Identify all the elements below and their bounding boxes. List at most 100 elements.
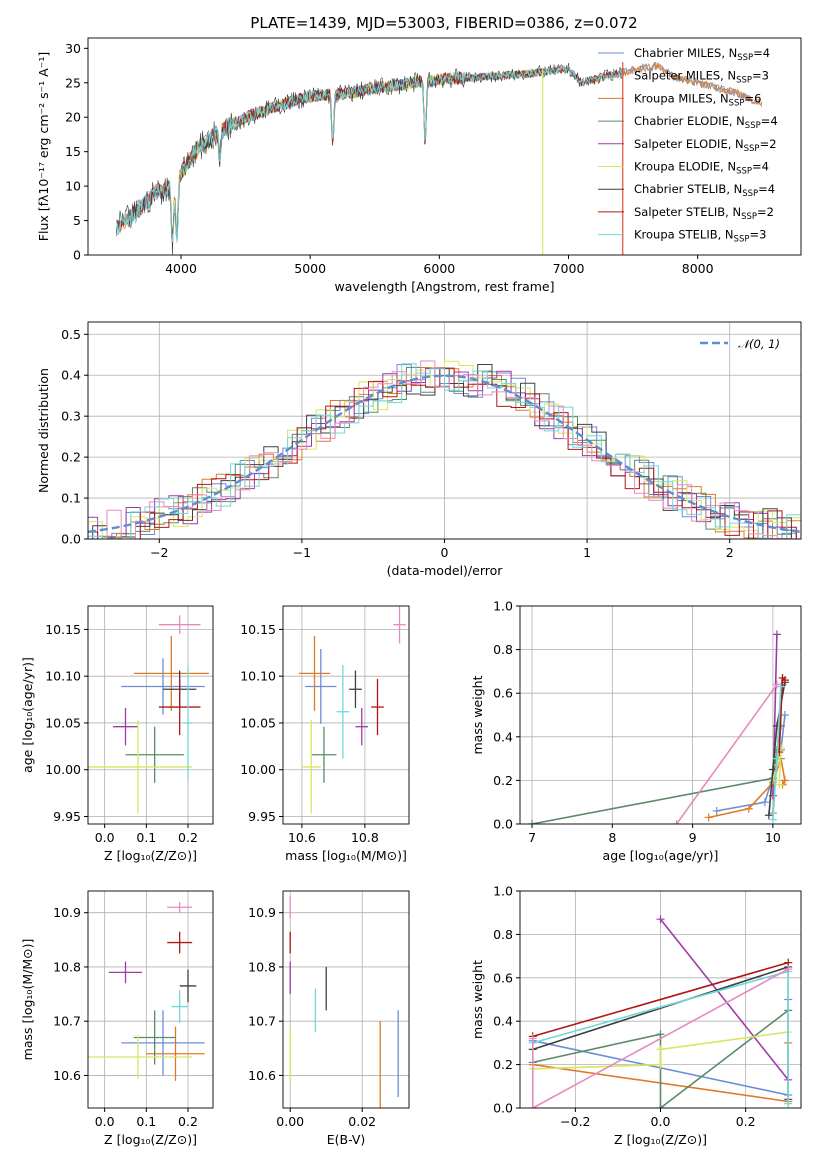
x-axis-label: E(B-V)	[327, 1132, 366, 1147]
panel-mass_vs_Z: 0.0 0.1 0.2 10.6 10.7 10.8 10.9 Z [log₁₀(Z/Z⊙)]…	[20, 890, 214, 1147]
y-axis-label: mass weight	[470, 675, 485, 754]
x-tick-label: 0.0	[95, 830, 115, 845]
y-tick-label: 10.9	[53, 905, 81, 920]
y-tick-label: 10.15	[240, 622, 276, 637]
series-marker	[656, 1045, 665, 1054]
y-tick-label: 10.6	[248, 1068, 276, 1083]
x-tick-label: 1	[583, 545, 591, 560]
panel-age_vs_mass: 10.6 10.8 9.95 10.00 10.05 10.10 10.15 mass [lo…	[240, 605, 410, 863]
legend-text: Chabrier ELODIE, N	[634, 114, 745, 128]
series-marker	[528, 1034, 537, 1043]
legend-subscript: SSP	[737, 53, 753, 63]
legend-entry: Chabrier STELIB, NSSP=4	[634, 182, 775, 199]
x-tick-label: 6000	[423, 261, 455, 276]
y-tick-label: 10.05	[240, 715, 276, 730]
series-marker	[768, 815, 777, 824]
legend-entry: Kroupa MILES, NSSP=6	[634, 91, 761, 108]
x-tick-label: 8	[608, 830, 616, 845]
x-tick-label: 9	[689, 830, 697, 845]
x-tick-label: 0.00	[276, 1114, 304, 1129]
y-tick-label: 10	[65, 179, 81, 194]
y-tick-label: 0.5	[61, 327, 81, 342]
y-tick-label: 1.0	[493, 599, 513, 614]
x-axis-label: mass [log₁₀(M/M⊙)]	[285, 848, 407, 863]
x-tick-label: 0	[441, 545, 449, 560]
y-tick-label: 10.9	[248, 905, 276, 920]
series-line-pink	[532, 968, 789, 1108]
legend-subscript: SSP	[741, 212, 757, 222]
series-marker	[772, 721, 781, 730]
series-marker	[672, 820, 681, 824]
y-tick-label: 9.95	[248, 809, 276, 824]
x-axis-label: Z [log₁₀(Z/Z⊙)]	[104, 1132, 197, 1147]
series-line-salpeter-stelib	[532, 961, 789, 1038]
plot-area	[528, 915, 793, 1108]
legend-text: Chabrier MILES, N	[634, 46, 737, 60]
axes-frame	[282, 890, 410, 1109]
legend-entry: Kroupa ELODIE, NSSP=4	[634, 160, 769, 177]
x-tick-label: 0.1	[136, 830, 156, 845]
legend-value: =4	[752, 160, 769, 174]
y-tick-label: 10.6	[53, 1068, 81, 1083]
legend-text: Salpeter ELODIE, N	[634, 137, 744, 151]
y-tick-label: 10.7	[248, 1014, 276, 1029]
y-tick-label: 0.6	[493, 686, 513, 701]
x-tick-label: 4000	[165, 261, 197, 276]
y-tick-label: 0.1	[61, 491, 81, 506]
x-axis-label: Z [log₁₀(Z/Z⊙)]	[614, 1132, 707, 1147]
legend-value: =3	[749, 228, 766, 242]
y-tick-label: 10.7	[53, 1014, 81, 1029]
legend-value: =4	[753, 46, 770, 60]
x-tick-label: 10	[765, 830, 781, 845]
y-axis-label: mass [log₁₀(M/M⊙)]	[20, 939, 35, 1061]
legend-value: =6	[744, 91, 761, 105]
y-tick-label: 0.2	[493, 773, 513, 788]
panel-residuals: −2 −1 0 1 2 0.0 0.1 0.2 0.3 0.4 0.5 (data-model)/er…	[36, 321, 802, 578]
y-tick-label: 10.8	[53, 959, 81, 974]
axes-frame	[87, 605, 214, 825]
x-tick-label: −2	[150, 545, 168, 560]
legend-entry: Kroupa STELIB, NSSP=3	[634, 228, 766, 245]
series-marker	[656, 915, 665, 924]
plot-area	[88, 901, 205, 1081]
plot-area	[528, 630, 789, 824]
y-axis-label: Normed distribution	[36, 368, 51, 493]
y-tick-label: 0.0	[61, 532, 81, 547]
y-tick-label: 5	[73, 213, 81, 228]
x-tick-label: 0.1	[136, 1114, 156, 1129]
y-tick-label: 0.0	[493, 817, 513, 832]
series-line-kroupa-elodie	[532, 1031, 789, 1070]
x-tick-label: 0.2	[178, 1114, 198, 1129]
y-tick-label: 10.10	[45, 669, 81, 684]
plot-area	[88, 615, 209, 814]
legend-subscript: SSP	[734, 235, 750, 245]
legend-entry: Salpeter STELIB, NSSP=2	[634, 205, 774, 222]
page-title: PLATE=1439, MJD=53003, FIBERID=0386, z=0…	[250, 14, 637, 32]
series-marker	[656, 1104, 665, 1108]
legend-value: =2	[757, 205, 774, 219]
axes-frame	[87, 890, 214, 1109]
legend-subscript: SSP	[736, 167, 752, 177]
x-tick-label: 7	[528, 830, 536, 845]
series-marker	[764, 811, 773, 820]
panel-mass_vs_ebv: 0.00 0.02 10.6 10.7 10.8 10.9 E(B-V)	[248, 890, 410, 1147]
x-tick-label: 0.02	[348, 1114, 376, 1129]
y-tick-label: 0.0	[493, 1101, 513, 1116]
panel-age_vs_Z: 0.0 0.1 0.2 9.95 10.00 10.05 10.10 10.15 Z [log₁…	[20, 605, 214, 863]
legend-entry: Chabrier MILES, NSSP=4	[634, 46, 770, 63]
x-tick-label: 7000	[553, 261, 585, 276]
histogram-salpeter-stelib	[88, 367, 801, 539]
y-tick-label: 25	[65, 75, 81, 90]
series-marker	[780, 711, 789, 719]
axes-frame	[519, 605, 802, 825]
series-marker	[744, 804, 753, 813]
series-marker	[775, 780, 784, 789]
y-tick-label: 15	[65, 144, 81, 159]
legend-subscript: SSP	[742, 189, 758, 199]
panel-mass_weight_vs_age: 7 8 9 10 0.0 0.2 0.4 0.6 0.8 1.0 age [log₁₀(age/yr…	[470, 599, 802, 863]
y-tick-label: 0.2	[493, 1057, 513, 1072]
y-tick-label: 0.6	[493, 970, 513, 985]
legend-value: =2	[760, 137, 777, 151]
series-marker	[712, 806, 721, 815]
